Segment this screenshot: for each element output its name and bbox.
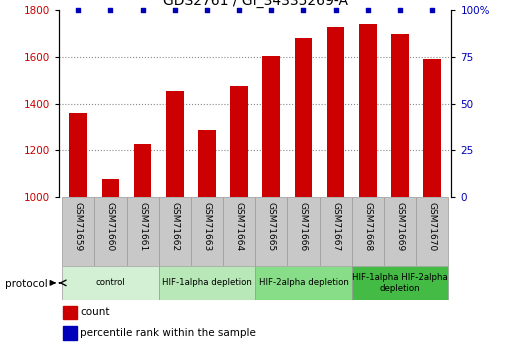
Text: HIF-1alpha depletion: HIF-1alpha depletion: [162, 278, 252, 287]
Bar: [159, 266, 255, 300]
Bar: [191, 197, 223, 266]
Bar: [263, 56, 280, 345]
Point: [300, 8, 308, 13]
Point: [235, 8, 243, 13]
Bar: [294, 38, 312, 345]
Point: [267, 8, 275, 13]
Bar: [352, 197, 384, 266]
Bar: [62, 266, 159, 300]
Text: GSM71668: GSM71668: [363, 202, 372, 252]
Text: protocol: protocol: [5, 279, 48, 288]
Point: [74, 8, 83, 13]
Bar: [127, 197, 159, 266]
Bar: [69, 113, 87, 345]
Text: percentile rank within the sample: percentile rank within the sample: [80, 328, 256, 338]
Bar: [223, 197, 255, 266]
Bar: [166, 91, 184, 345]
Point: [396, 8, 404, 13]
Text: GSM71663: GSM71663: [203, 202, 211, 252]
Text: HIF-1alpha HIF-2alpha
depletion: HIF-1alpha HIF-2alpha depletion: [352, 273, 448, 293]
Bar: [391, 34, 409, 345]
Bar: [62, 197, 94, 266]
Text: GSM71664: GSM71664: [234, 202, 244, 251]
Bar: [134, 144, 151, 345]
Bar: [416, 197, 448, 266]
Point: [364, 8, 372, 13]
Text: GSM71661: GSM71661: [138, 202, 147, 252]
Text: HIF-2alpha depletion: HIF-2alpha depletion: [259, 278, 348, 287]
Text: GSM71665: GSM71665: [267, 202, 276, 252]
Point: [171, 8, 179, 13]
Text: GSM71670: GSM71670: [428, 202, 437, 252]
Bar: [159, 197, 191, 266]
Text: GSM71662: GSM71662: [170, 202, 180, 251]
Point: [203, 8, 211, 13]
Bar: [352, 266, 448, 300]
Text: control: control: [95, 278, 125, 287]
Bar: [287, 197, 320, 266]
Bar: [320, 197, 352, 266]
Text: GSM71669: GSM71669: [396, 202, 404, 252]
Bar: [423, 59, 441, 345]
Bar: [63, 326, 77, 339]
Bar: [102, 179, 120, 345]
Point: [331, 8, 340, 13]
Bar: [63, 306, 77, 319]
Title: GDS2761 / GI_34335269-A: GDS2761 / GI_34335269-A: [163, 0, 348, 8]
Bar: [230, 86, 248, 345]
Bar: [255, 266, 352, 300]
Bar: [384, 197, 416, 266]
Bar: [198, 130, 216, 345]
Text: GSM71666: GSM71666: [299, 202, 308, 252]
Bar: [327, 27, 345, 345]
Point: [428, 8, 436, 13]
Bar: [359, 24, 377, 345]
Point: [106, 8, 114, 13]
Text: count: count: [80, 307, 110, 317]
Bar: [94, 197, 127, 266]
Point: [139, 8, 147, 13]
Bar: [255, 197, 287, 266]
Text: GSM71660: GSM71660: [106, 202, 115, 252]
Text: GSM71659: GSM71659: [74, 202, 83, 252]
Text: GSM71667: GSM71667: [331, 202, 340, 252]
